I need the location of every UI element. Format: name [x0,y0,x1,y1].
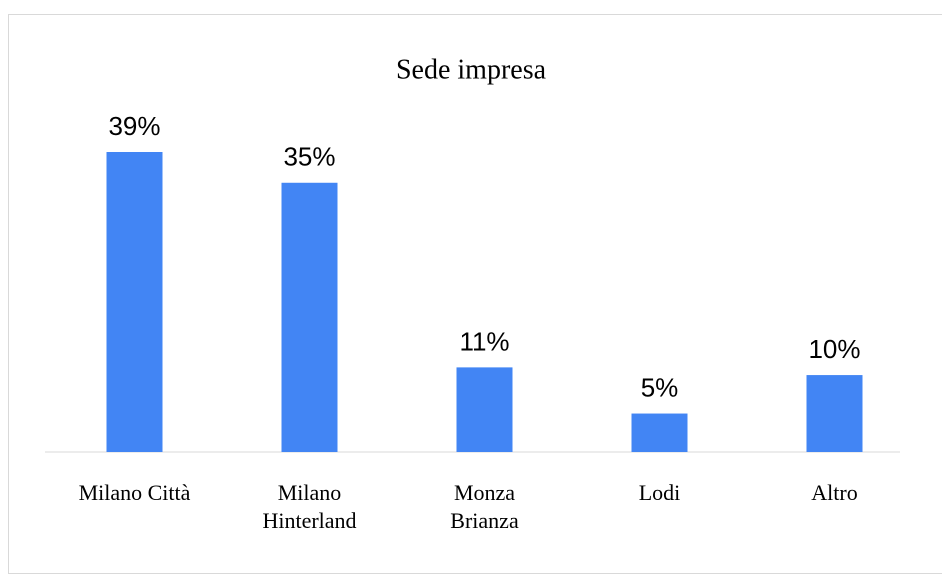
x-tick-label: Lodi [638,480,681,505]
page: Sede impresa 39%35%11%5%10% (() => { con… [8,14,942,574]
value-label: 5% [641,372,679,402]
chart: Sede impresa 39% 35% 11% 5% 10% [45,54,900,453]
x-tick-label: Altro [811,480,858,505]
x-tick-label: Milano Hinterland [262,480,357,533]
bar [106,152,163,452]
bar [456,367,513,452]
value-label: 35% [283,142,335,172]
bar [631,413,688,452]
bar [806,375,863,452]
x-tick-label: Monza Brianza [450,480,519,533]
value-label: 10% [808,334,860,364]
bar [281,182,338,452]
chart-title: Sede impresa [396,54,547,85]
x-tick-label: Milano Città [78,480,191,505]
value-label: 39% [108,111,160,141]
value-label: 11% [459,326,509,356]
